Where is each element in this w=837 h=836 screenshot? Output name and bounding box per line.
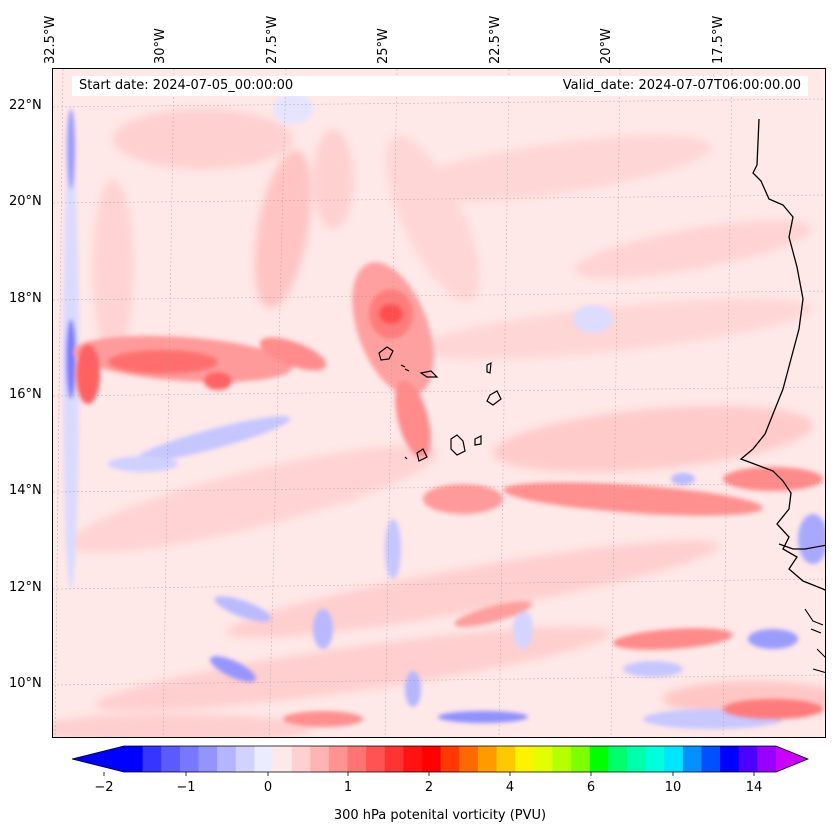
colorbar-tick-label: 2 (424, 780, 434, 795)
colorbar-segment (626, 746, 647, 772)
colorbar-segment (198, 746, 218, 772)
lon-label-20w: 20°W (599, 28, 614, 64)
lat-label-22n: 22°N (9, 98, 42, 113)
colorbar (71, 745, 810, 776)
colorbar-tick-label: 14 (745, 780, 763, 795)
graticule (53, 69, 825, 737)
bijagos-islands (804, 608, 825, 674)
pv-positive-bands (73, 262, 823, 727)
colorbar-segment (515, 746, 535, 772)
colorbar-segment (477, 746, 498, 772)
colorbar-segment (459, 746, 479, 772)
colorbar-tick-label: 0 (263, 780, 273, 795)
colorbar-segment (422, 746, 442, 772)
colorbar-segment (645, 746, 665, 772)
lon-label-32-5w: 32.5°W (43, 15, 58, 64)
colorbar-tick-label: 4 (505, 780, 515, 795)
colorbar-segment (552, 746, 572, 772)
lon-label-25w: 25°W (376, 28, 391, 64)
lat-label-12n: 12°N (9, 580, 42, 595)
colorbar-tick-label: 1 (343, 780, 353, 795)
colorbar-segment (720, 746, 740, 772)
date-info-bar: Start date: 2024-07-05_00:00:00 Valid_da… (72, 76, 808, 96)
colorbar-segment (217, 746, 237, 772)
cape-verde-islands (378, 346, 502, 462)
colorbar-segment (273, 746, 293, 772)
map-panel[interactable] (52, 68, 826, 738)
colorbar-segment (589, 746, 609, 772)
colorbar-segment (664, 746, 684, 772)
colorbar-segment (533, 746, 554, 772)
colorbar-segment (682, 746, 703, 772)
colorbar-segment (291, 746, 311, 772)
lon-label-22-5w: 22.5°W (488, 15, 503, 64)
colorbar-segment (738, 746, 758, 772)
colorbar-segment (328, 746, 349, 772)
africa-coastline (739, 118, 825, 591)
colorbar-segment (403, 746, 423, 772)
lat-label-16n: 16°N (9, 387, 42, 402)
colorbar-segment (608, 746, 628, 772)
colorbar-segment (254, 746, 274, 772)
colorbar-segment (757, 746, 777, 772)
colorbar-segment (701, 746, 721, 772)
pv-negative-patches (63, 94, 825, 729)
lat-label-10n: 10°N (9, 676, 42, 691)
lat-label-14n: 14°N (9, 483, 42, 498)
valid-date-label: Valid_date: 2024-07-07T06:00:00.00 (562, 78, 801, 93)
colorbar-tick-label: 6 (586, 780, 596, 795)
pv-field-map (53, 69, 825, 737)
pv-light-patches (53, 109, 825, 737)
lat-label-18n: 18°N (9, 291, 42, 306)
guinea-coast (778, 543, 825, 550)
colorbar-extend-low (72, 746, 124, 772)
colorbar-segment (124, 746, 144, 772)
colorbar-segment (571, 746, 591, 772)
colorbar-tick-label: 10 (664, 780, 682, 795)
lon-label-30w: 30°W (153, 28, 168, 64)
colorbar-segment (179, 746, 200, 772)
colorbar-segment (366, 746, 386, 772)
colorbar-segment (440, 746, 460, 772)
colorbar-segment (161, 746, 181, 772)
colorbar-tick-label: −2 (94, 780, 114, 795)
lon-label-17-5w: 17.5°W (711, 15, 726, 64)
lon-label-27-5w: 27.5°W (265, 15, 280, 64)
colorbar-segment (235, 746, 255, 772)
colorbar-segment (142, 746, 162, 772)
colorbar-segment (384, 746, 405, 772)
colorbar-outline (71, 745, 810, 773)
lat-label-20n: 20°N (9, 194, 42, 209)
start-date-label: Start date: 2024-07-05_00:00:00 (79, 78, 294, 93)
colorbar-segment (310, 746, 330, 772)
colorbar-segment (496, 746, 516, 772)
colorbar-title: 300 hPa potenital vorticity (PVU) (333, 808, 547, 823)
colorbar-extend-high (776, 746, 808, 772)
colorbar-tick-label: −1 (176, 780, 196, 795)
colorbar-segment (347, 746, 367, 772)
